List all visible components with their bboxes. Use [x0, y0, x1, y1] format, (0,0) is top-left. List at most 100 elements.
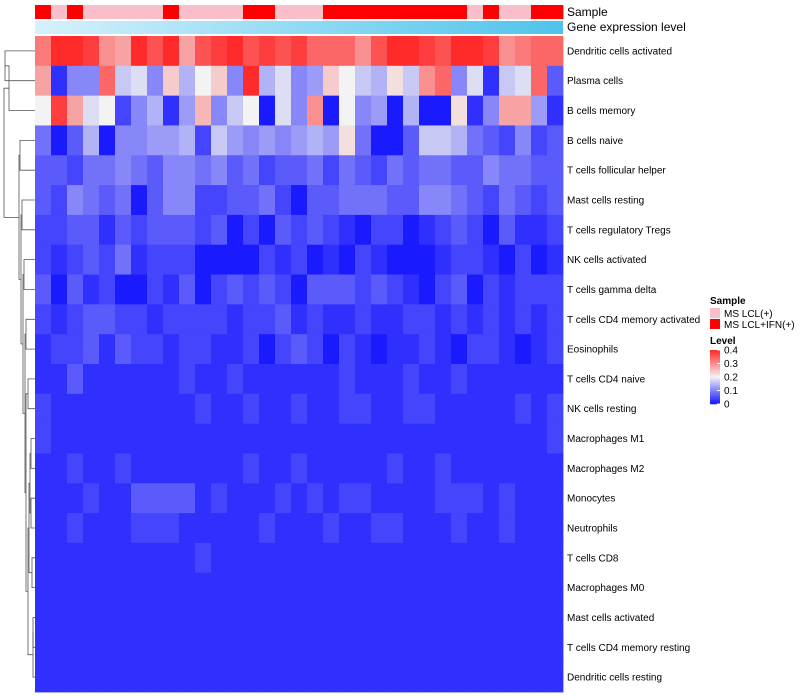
heatmap-cell	[323, 572, 340, 603]
heatmap-cell	[483, 542, 500, 574]
heatmap-cell	[227, 274, 244, 305]
sample-annotation-cell	[243, 5, 260, 19]
heatmap-cell	[419, 95, 436, 126]
heatmap-cell	[35, 244, 52, 275]
heatmap-cell	[211, 632, 228, 663]
heatmap-cell	[307, 65, 324, 97]
heatmap-cell	[451, 423, 468, 454]
heatmap-cell	[339, 602, 356, 633]
sample-annotation-cell	[163, 5, 180, 19]
row-label: Dendritic cells resting	[567, 673, 662, 684]
heatmap-cell	[227, 125, 244, 156]
heatmap-cell	[243, 483, 260, 514]
heatmap-cell	[531, 244, 548, 275]
heatmap-cell	[259, 632, 276, 663]
heatmap-cell	[291, 304, 308, 335]
heatmap-cell	[291, 393, 308, 425]
heatmap-cell	[179, 95, 196, 126]
heatmap-cell	[291, 513, 308, 544]
heatmap-cell	[419, 364, 436, 395]
heatmap-cell	[83, 513, 100, 544]
heatmap-cell	[419, 274, 436, 305]
level-colorbar-step	[710, 359, 720, 362]
heatmap-cell	[275, 95, 292, 126]
heatmap-cell	[515, 244, 532, 275]
heatmap-cell	[387, 393, 404, 425]
heatmap-cell	[35, 274, 52, 305]
heatmap-cell	[339, 244, 356, 275]
heatmap-cell	[211, 304, 228, 335]
heatmap-cell	[243, 304, 260, 335]
heatmap-cell	[259, 125, 276, 156]
legend-label-ms-lcl-ifn: MS LCL+IFN(+)	[724, 320, 795, 331]
heatmap-cell	[451, 155, 468, 186]
heatmap-cell	[99, 36, 116, 67]
heatmap-cell	[483, 95, 500, 126]
heatmap-cell	[83, 304, 100, 335]
heatmap-cell	[323, 125, 340, 156]
heatmap-cell	[403, 155, 420, 186]
heatmap-cell	[291, 274, 308, 305]
heatmap-cell	[163, 65, 180, 97]
level-colorbar-step	[710, 377, 720, 379]
heatmap-cell	[147, 36, 164, 67]
heatmap-cell	[499, 95, 516, 126]
dendrogram-branch	[4, 50, 35, 82]
sample-annotation-cell	[515, 5, 532, 19]
heatmap-cell	[355, 662, 372, 693]
heatmap-cell	[99, 185, 116, 216]
heatmap-cell	[499, 393, 516, 425]
row-label: Plasma cells	[567, 76, 623, 87]
level-colorbar-step	[710, 355, 720, 358]
heatmap-cell	[483, 185, 500, 216]
heatmap-cell	[339, 483, 356, 514]
sample-annotation-cell	[531, 5, 548, 19]
heatmap-cell	[227, 423, 244, 454]
heatmap-cell	[403, 602, 420, 633]
heatmap-cell	[211, 364, 228, 395]
legend-sample-title: Sample	[710, 296, 746, 307]
sample-annotation-cell	[339, 5, 356, 19]
heatmap-cell	[323, 214, 340, 246]
heatmap-cell	[387, 125, 404, 156]
heatmap-cell	[419, 572, 436, 603]
heatmap-cell	[355, 453, 372, 484]
heatmap-cell	[451, 65, 468, 97]
heatmap-cell	[195, 36, 212, 67]
heatmap-cell	[147, 95, 164, 126]
sample-annotation-cell	[275, 5, 292, 19]
heatmap-cell	[211, 602, 228, 633]
heatmap-cell	[531, 632, 548, 663]
level-colorbar-step	[710, 393, 720, 395]
heatmap-cell	[259, 364, 276, 395]
heatmap-cell	[435, 542, 452, 574]
heatmap-cell	[499, 185, 516, 216]
heatmap-cell	[67, 214, 84, 246]
heatmap-cell	[179, 572, 196, 603]
level-colorbar-step	[710, 354, 720, 356]
heatmap-cell	[147, 393, 164, 425]
heatmap-cell	[35, 304, 52, 335]
heatmap-cell	[99, 214, 116, 246]
heatmap-cell	[115, 513, 132, 544]
heatmap-cell	[371, 334, 388, 365]
heatmap-cell	[211, 393, 228, 425]
heatmap-cell	[35, 214, 52, 246]
heatmap-cell	[163, 483, 180, 514]
heatmap-cell	[179, 155, 196, 186]
row-label: NK cells activated	[567, 255, 646, 266]
sample-annotation-cell	[211, 5, 228, 19]
heatmap-cell	[51, 125, 68, 156]
heatmap-cell	[467, 393, 484, 425]
heatmap-cell	[147, 602, 164, 633]
heatmap-cell	[147, 155, 164, 186]
heatmap-cell	[291, 483, 308, 514]
heatmap-cell	[483, 334, 500, 365]
heatmap-cell	[307, 632, 324, 663]
heatmap-cell	[387, 662, 404, 693]
heatmap-cell	[467, 185, 484, 216]
heatmap-cell	[323, 393, 340, 425]
heatmap-cell	[275, 155, 292, 186]
heatmap-cell	[515, 304, 532, 335]
heatmap-cell	[435, 483, 452, 514]
